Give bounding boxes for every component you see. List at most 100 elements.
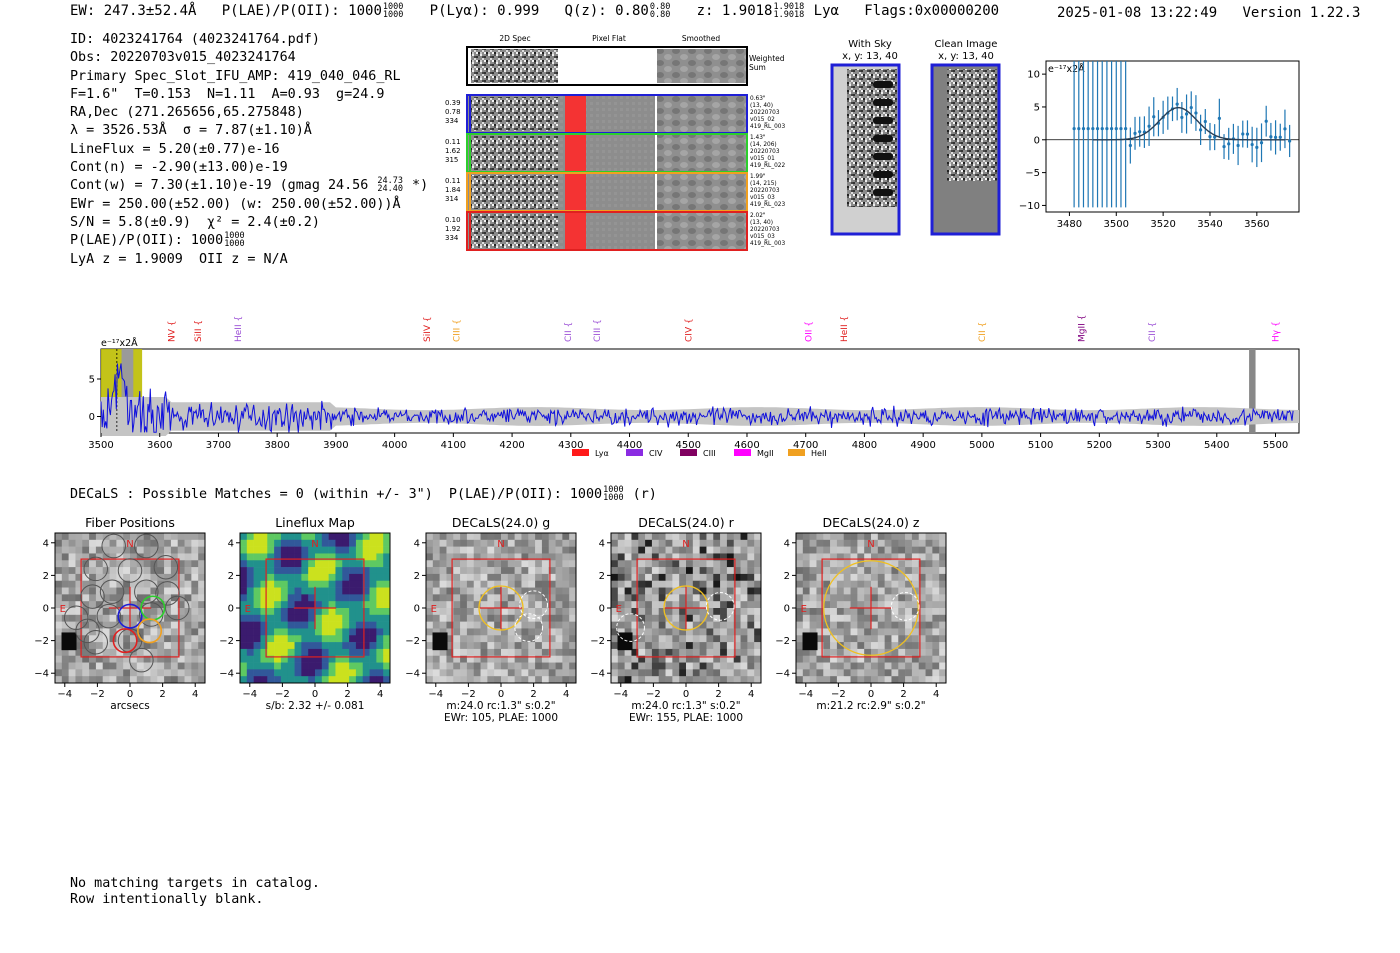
cutout-row-value: 0.39	[445, 99, 461, 107]
panel-xtick: 2	[159, 689, 165, 700]
sky-lines	[873, 81, 893, 196]
east-label: E	[60, 604, 66, 615]
panel-ytick: 4	[43, 538, 49, 549]
full-xtick: 4800	[852, 440, 877, 451]
line-marker-label: CII {	[564, 322, 574, 342]
full-xtick: 5100	[1028, 440, 1053, 451]
cutout-row-meta: 1.43"	[750, 135, 766, 141]
info-lineflux: LineFlux = 5.20(±0.77)e-16	[70, 141, 280, 157]
cutout-row-value: 1.84	[445, 186, 461, 194]
panel-title: DECaLS(24.0) r	[638, 515, 734, 530]
panel-ytick: 0	[228, 604, 234, 615]
panel-xtick: −4	[428, 689, 443, 700]
clean-image-coords: x, y: 13, 40	[938, 51, 994, 62]
info-lya: LyA z = 1.9009 OII z = N/A	[70, 251, 288, 267]
panel-ytick: 0	[43, 604, 49, 615]
line-marker-label: CIII {	[452, 319, 462, 342]
legend-label: HeII	[811, 449, 827, 458]
line-marker-label: HeII {	[234, 316, 244, 342]
cutout-row-meta: (14, 215)	[750, 181, 777, 187]
panel-xtick: −2	[831, 689, 846, 700]
summary-header: EW: 247.3±52.4Å P(LAE)/P(OII): 1000 1000 1…	[70, 2, 999, 20]
with-sky-panel: With Sky x, y: 13, 40	[830, 39, 901, 236]
panel-caption: m:24.0 rc:1.3" s:0.2"	[446, 700, 555, 712]
line-legend: Lyα CIV CIII MgII HeII	[572, 449, 827, 458]
full-xtick: 3600	[147, 440, 172, 451]
panel-ytick: 0	[784, 604, 790, 615]
info-obs: Obs: 20220703v015_4023241764	[70, 50, 296, 66]
panel-xtick: −2	[461, 689, 476, 700]
cutout-row-value: 0.10	[445, 216, 461, 224]
panel-ytick: 2	[414, 571, 420, 582]
full-xtick: 4500	[676, 440, 701, 451]
panel-ytick: −4	[405, 669, 420, 680]
info-sn: S/N = 5.8(±0.9) χ² = 2.4(±0.2)	[70, 214, 320, 230]
cutout-row-value: 314	[445, 195, 459, 203]
col-pixel-flat: Pixel Flat	[592, 34, 626, 43]
cutout-row-meta: v015_03	[750, 234, 775, 240]
full-xtick: 4700	[793, 440, 818, 451]
ew-value: EW: 247.3±52.4Å	[70, 3, 197, 19]
zoom-plot	[1046, 61, 1299, 208]
panel-xtick: 0	[312, 689, 318, 700]
east-label: E	[245, 604, 251, 615]
panel-xtick: 0	[498, 689, 504, 700]
panel-xtick: 2	[344, 689, 350, 700]
cutout-row-value: 1.62	[445, 147, 461, 155]
info-lambda: λ = 3526.53Å σ = 7.87(±1.10)Å	[70, 123, 312, 139]
qz-fraction: 0.80 0.80	[649, 2, 671, 20]
full-xtick: 4000	[382, 440, 407, 451]
full-xticks: 3500 3600 3700 3800 3900 4000 4100 4200 4300 4400…	[88, 433, 1288, 451]
panel-title: Lineflux Map	[275, 515, 355, 530]
line-marker-label: Hγ {	[1272, 321, 1282, 342]
with-sky-coords: x, y: 13, 40	[842, 51, 898, 62]
legend-label: CIII	[703, 449, 716, 458]
footer-line2: Row intentionally blank.	[70, 891, 264, 907]
legend-swatch	[626, 449, 643, 456]
east-label: E	[801, 604, 807, 615]
cutout-row-meta: (13, 40)	[750, 220, 773, 226]
east-label: E	[616, 604, 622, 615]
zoom-xtick: 3480	[1057, 219, 1082, 230]
panel-xtick: 2	[900, 689, 906, 700]
panel-caption-2: EWr: 155, PLAE: 1000	[629, 712, 743, 724]
cutout-row-meta: 419_RL_003	[750, 124, 785, 130]
zoom-unit: e⁻¹⁷x2Å	[1048, 63, 1085, 75]
full-xtick: 3800	[264, 440, 289, 451]
north-label: N	[867, 539, 874, 550]
full-xtick: 3700	[206, 440, 231, 451]
spectra-cutouts: 2D Spec Pixel Flat Smoothed Weighted Sum…	[445, 34, 785, 251]
cutout-row-meta: 20220703	[750, 188, 780, 194]
info-ewr: EWr = 250.00(±52.00) (w: 250.00(±52.00))…	[70, 196, 401, 212]
full-xtick: 5200	[1087, 440, 1112, 451]
clean-image-title: Clean Image	[935, 39, 998, 50]
cutout-row-meta: 20220703	[750, 227, 780, 233]
line-marker-label: CII {	[978, 322, 988, 342]
panel-caption: arcsecs	[110, 700, 149, 712]
full-plot	[100, 349, 1299, 436]
panel-ytick: −4	[590, 669, 605, 680]
zoom-xtick: 3560	[1244, 219, 1269, 230]
sum-label: Sum	[749, 63, 766, 72]
plae-value: P(LAE)/P(OII): 1000	[221, 3, 382, 19]
panel-ytick: 2	[599, 571, 605, 582]
cutout-row-value: 0.11	[445, 138, 461, 146]
cutout-row-meta: 20220703	[750, 149, 780, 155]
panel-xtick: −4	[613, 689, 628, 700]
line-markers: NV {SiII {HeII {SiIV {CIII {CII {CIII {C…	[167, 315, 1281, 342]
panel-caption: m:21.2 rc:2.9" s:0.2"	[816, 700, 925, 712]
full-xtick: 4900	[910, 440, 935, 451]
full-xtick: 5000	[969, 440, 994, 451]
full-unit: e⁻¹⁷x2Å	[101, 337, 138, 349]
full-xtick: 4400	[617, 440, 642, 451]
z-fraction: 1.9018 1.9018	[773, 2, 805, 20]
panel-xtick: 0	[868, 689, 874, 700]
zoom-ytick: 10	[1027, 70, 1040, 81]
zoom-xtick: 3540	[1197, 219, 1222, 230]
panel-xtick: −2	[90, 689, 105, 700]
cutout-row-meta: (13, 40)	[750, 103, 773, 109]
